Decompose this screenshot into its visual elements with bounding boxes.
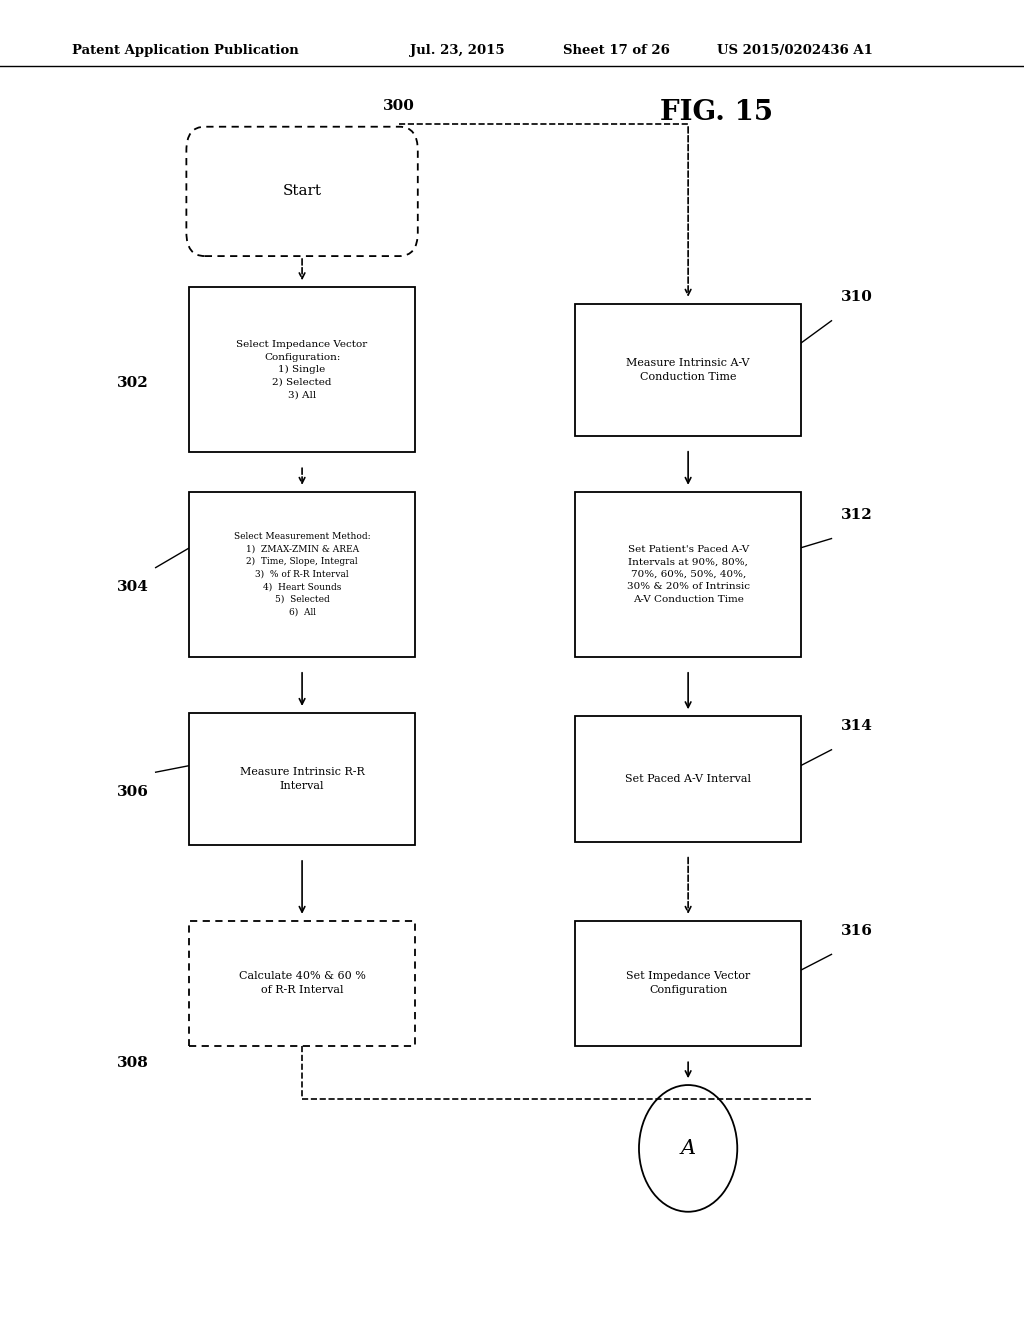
Text: Measure Intrinsic R-R
Interval: Measure Intrinsic R-R Interval (240, 767, 365, 791)
Text: 308: 308 (117, 1056, 150, 1069)
Text: Jul. 23, 2015: Jul. 23, 2015 (410, 44, 504, 57)
Text: Set Impedance Vector
Configuration: Set Impedance Vector Configuration (626, 972, 751, 995)
Text: 314: 314 (841, 719, 873, 733)
Bar (189, 286, 415, 451)
Text: Measure Intrinsic A-V
Conduction Time: Measure Intrinsic A-V Conduction Time (627, 358, 750, 381)
Text: FIG. 15: FIG. 15 (660, 99, 773, 125)
Text: 310: 310 (841, 290, 873, 304)
Bar (189, 492, 415, 657)
Text: Patent Application Publication: Patent Application Publication (72, 44, 298, 57)
Text: 316: 316 (841, 924, 873, 937)
Text: 306: 306 (117, 785, 150, 799)
Text: 304: 304 (117, 581, 150, 594)
Text: Start: Start (283, 185, 322, 198)
Text: Select Impedance Vector
Configuration:
1) Single
2) Selected
3) All: Select Impedance Vector Configuration: 1… (237, 341, 368, 399)
Bar (189, 713, 415, 845)
Text: 302: 302 (117, 376, 150, 389)
FancyBboxPatch shape (186, 127, 418, 256)
Bar (575, 715, 801, 842)
Text: Set Patient's Paced A-V
Intervals at 90%, 80%,
70%, 60%, 50%, 40%,
30% & 20% of : Set Patient's Paced A-V Intervals at 90%… (627, 545, 750, 603)
Text: 300: 300 (383, 99, 416, 112)
Text: Select Measurement Method:
1)  ZMAX-ZMIN & AREA
2)  Time, Slope, Integral
3)  % : Select Measurement Method: 1) ZMAX-ZMIN … (233, 532, 371, 616)
Bar (575, 921, 801, 1045)
Bar (575, 304, 801, 436)
Text: Sheet 17 of 26: Sheet 17 of 26 (563, 44, 670, 57)
Bar (189, 921, 415, 1045)
Text: Set Paced A-V Interval: Set Paced A-V Interval (625, 774, 752, 784)
Text: Calculate 40% & 60 %
of R-R Interval: Calculate 40% & 60 % of R-R Interval (239, 972, 366, 995)
Text: A: A (681, 1139, 695, 1158)
Bar (575, 492, 801, 657)
Text: 312: 312 (841, 508, 873, 521)
Text: US 2015/0202436 A1: US 2015/0202436 A1 (717, 44, 872, 57)
